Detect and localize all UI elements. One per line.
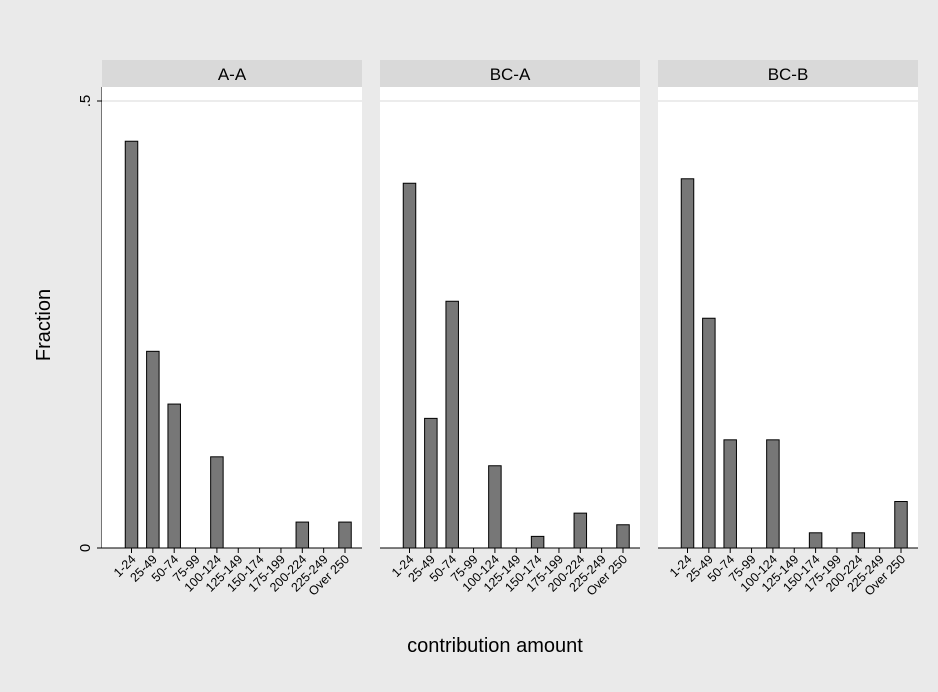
panel-title: BC-A (490, 65, 531, 84)
bar (295, 521, 310, 549)
bar (680, 178, 695, 549)
bar (445, 300, 459, 549)
panel-plot-area (380, 87, 640, 548)
y-tick-label: .5 (77, 95, 94, 108)
bar (167, 403, 181, 549)
bar (894, 501, 908, 549)
panel-strip (102, 60, 362, 87)
y-tick-label: 0 (77, 544, 94, 552)
bar (766, 439, 780, 549)
bar (702, 317, 716, 549)
bar (210, 456, 224, 549)
bar (573, 512, 588, 549)
bar (808, 532, 823, 549)
bar (530, 535, 545, 549)
bar (402, 182, 417, 549)
bar (424, 417, 438, 549)
panel-plot-area (658, 87, 918, 548)
panel-title: BC-B (768, 65, 809, 84)
bar (124, 140, 139, 549)
bar (851, 532, 866, 549)
x-axis-label: contribution amount (407, 635, 583, 657)
y-axis-label: Fraction (33, 289, 55, 361)
panel-title: A-A (218, 65, 247, 84)
panel-strip (658, 60, 918, 87)
chart-panels: 0 .5 A-A1-2425-4950-7475-99100-124125-1491… (77, 60, 918, 598)
bar (723, 439, 737, 549)
bar (488, 465, 502, 549)
panel-strip (380, 60, 640, 87)
panel-a-a: A-A1-2425-4950-7475-99100-124125-149150-… (102, 60, 362, 598)
panel-bc-b: BC-B1-2425-4950-7475-99100-124125-149150… (658, 60, 918, 598)
bar (616, 524, 630, 549)
panel-bc-a: BC-A1-2425-4950-7475-99100-124125-149150… (380, 60, 640, 598)
bar (146, 350, 160, 549)
bar (338, 521, 352, 549)
panel-plot-area (102, 87, 362, 548)
